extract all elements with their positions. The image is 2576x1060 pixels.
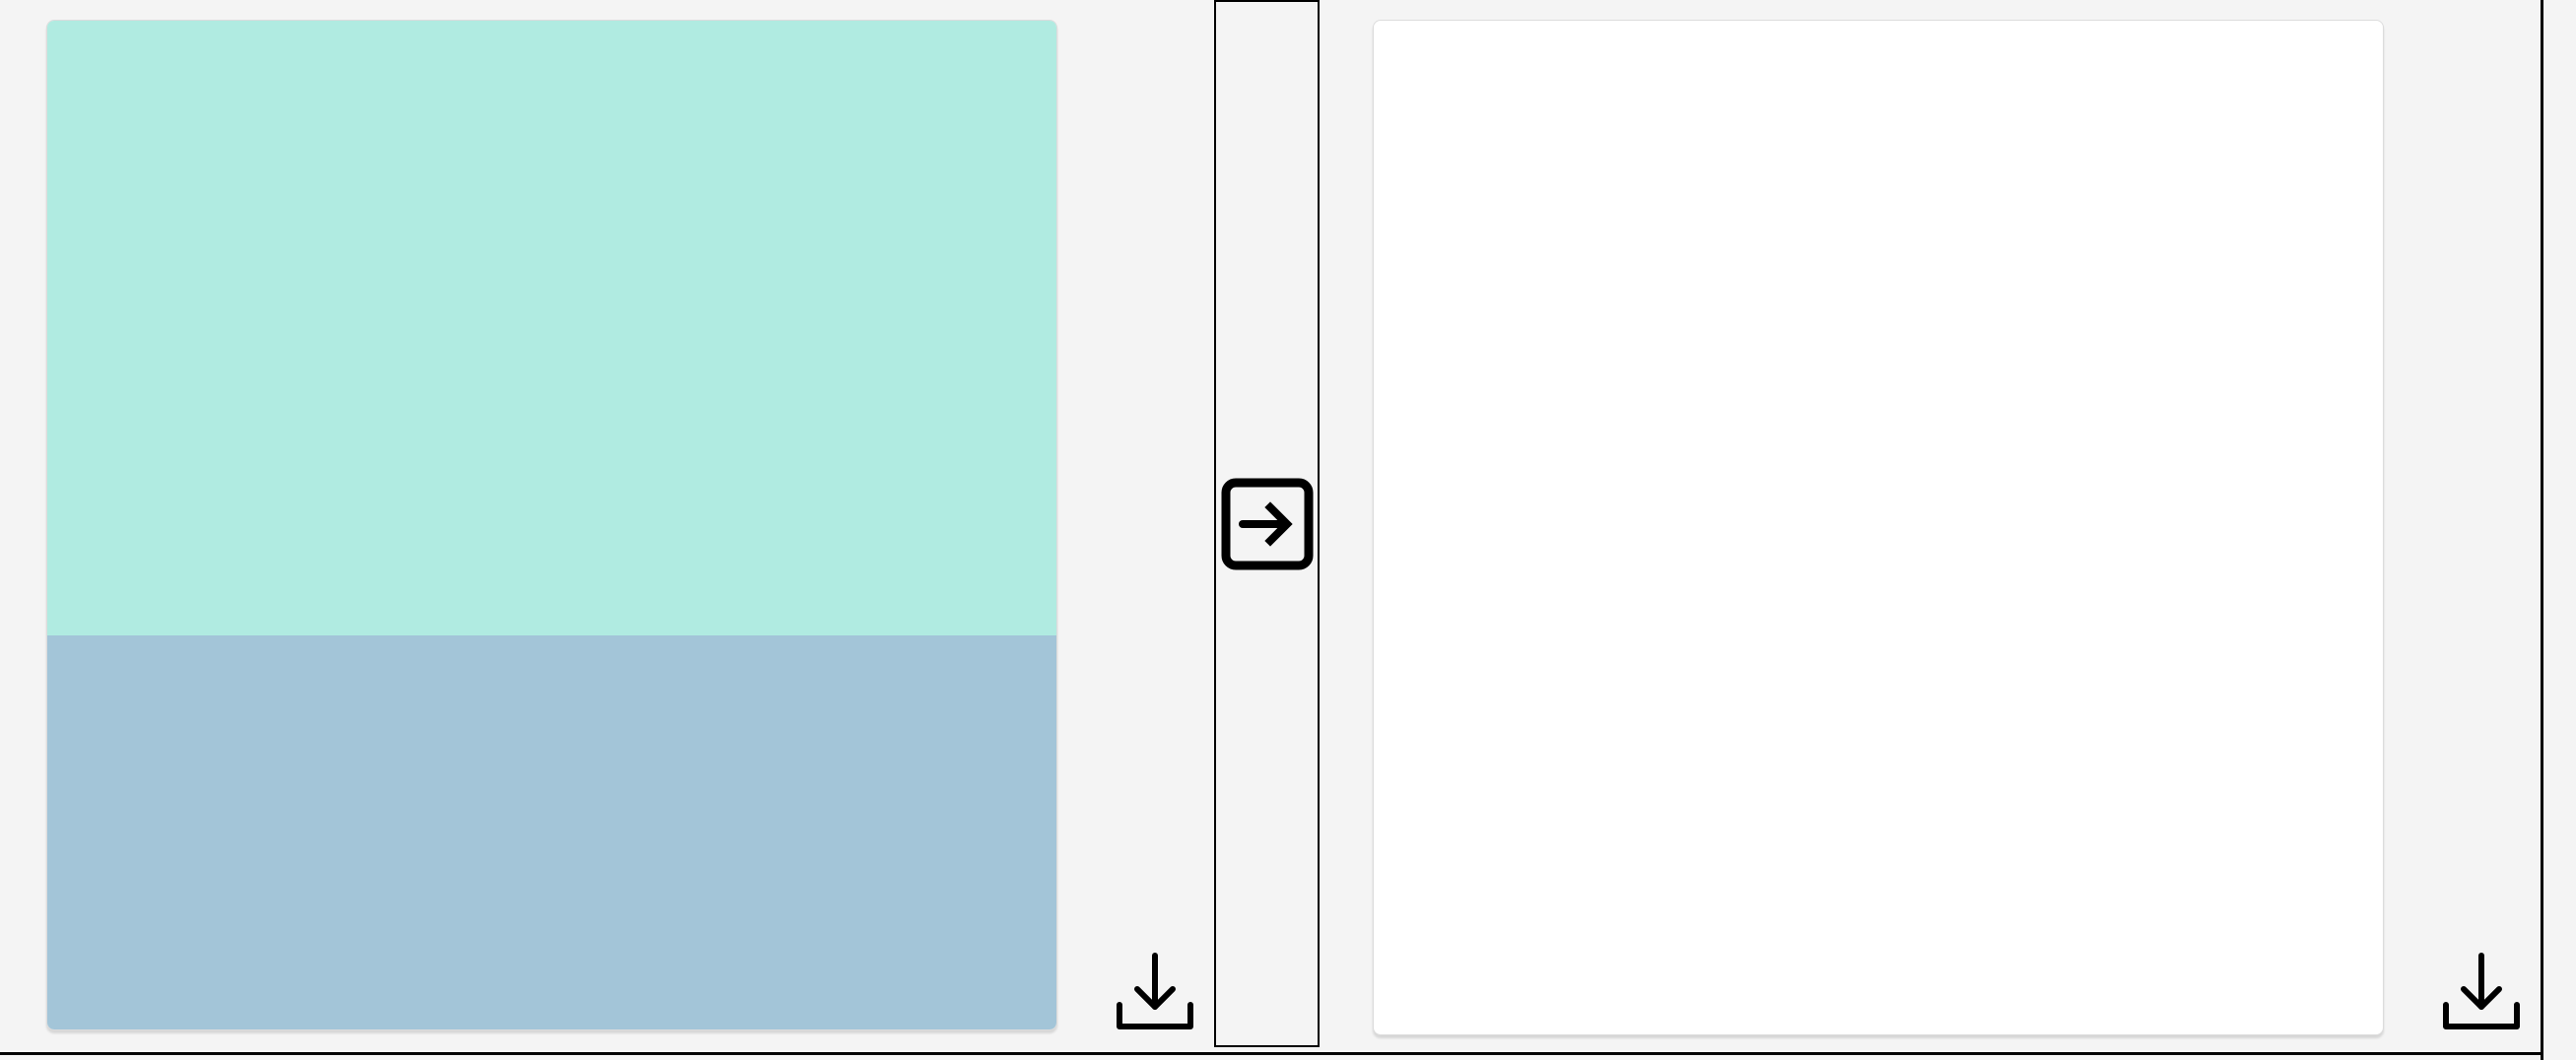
download-result-button[interactable] [2441, 951, 2522, 1031]
source-image-panel [46, 20, 1057, 1030]
frame-bottom-divider [0, 1052, 2543, 1055]
source-color-band-bottom [47, 635, 1056, 1029]
download-icon [1117, 953, 1193, 1029]
download-icon [2443, 953, 2520, 1029]
arrow-right-square-icon [1221, 478, 1314, 570]
source-color-band-top [47, 21, 1056, 635]
download-source-button[interactable] [1115, 951, 1195, 1031]
result-image-panel [1373, 20, 2384, 1035]
transfer-button[interactable] [1214, 0, 1320, 1047]
frame-right-divider [2541, 0, 2543, 1060]
